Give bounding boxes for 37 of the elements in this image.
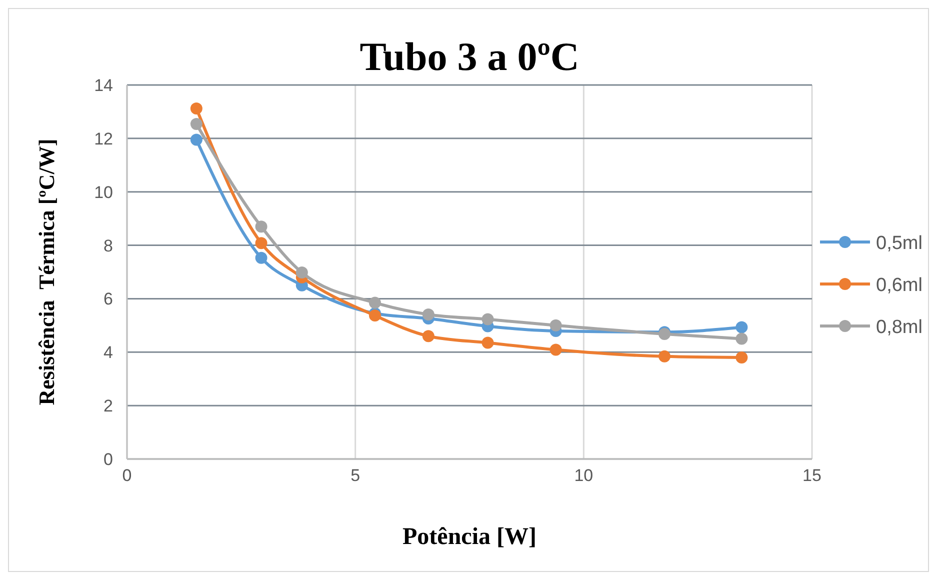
- x-tick-label: 10: [574, 466, 594, 485]
- point: [190, 102, 202, 115]
- point: [550, 319, 562, 332]
- point: [422, 308, 434, 320]
- point: [736, 351, 748, 364]
- y-tick-label: 12: [94, 129, 113, 148]
- legend-label: 0,5ml: [876, 233, 922, 254]
- point: [422, 330, 434, 342]
- point: [190, 134, 202, 146]
- point: [550, 344, 562, 356]
- y-tick-label: 14: [94, 76, 113, 95]
- point: [255, 237, 268, 250]
- point: [255, 252, 268, 264]
- y-tick-label: 8: [104, 236, 113, 256]
- x-tick-label: 15: [802, 466, 822, 485]
- legend-label: 0,6ml: [876, 275, 922, 296]
- point: [658, 350, 670, 362]
- y-tick-label: 2: [104, 396, 113, 416]
- y-tick-label: 0: [104, 450, 113, 469]
- y-tick-label: 10: [94, 182, 113, 202]
- y-axis-title: Resistência Térmica [ºC/W]: [34, 138, 59, 406]
- point: [368, 296, 381, 309]
- legend-label: 0,8ml: [876, 317, 922, 338]
- x-axis-title: Potência [W]: [402, 524, 536, 550]
- y-tick-label: 4: [104, 343, 113, 362]
- point: [190, 118, 202, 130]
- point: [482, 313, 494, 326]
- chart-title: Tubo 3 a 0ºC: [360, 34, 580, 79]
- point: [255, 220, 268, 233]
- x-tick-label: 5: [350, 466, 360, 485]
- x-tick-label: 0: [122, 466, 132, 485]
- point: [296, 266, 308, 279]
- point: [736, 332, 748, 345]
- point: [482, 336, 494, 349]
- point: [736, 321, 748, 334]
- point: [368, 310, 381, 322]
- y-tick-label: 6: [104, 290, 113, 309]
